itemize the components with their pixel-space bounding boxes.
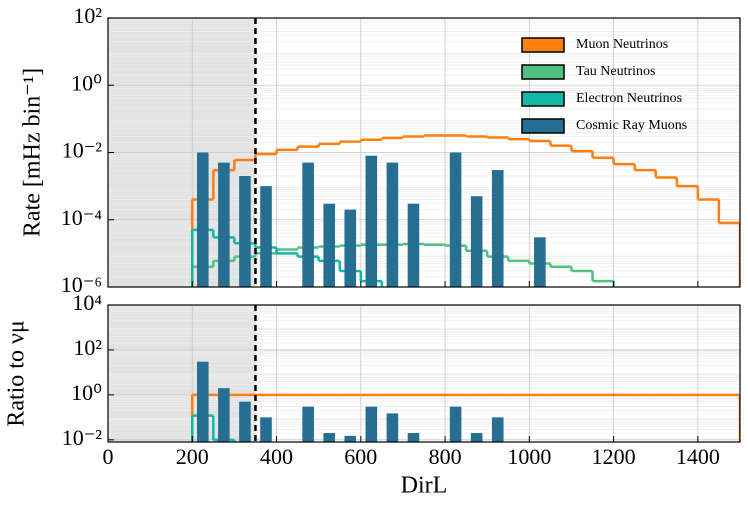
x-tick-label: 600 <box>344 444 377 469</box>
bar <box>260 186 272 287</box>
x-tick-label: 1400 <box>676 444 720 469</box>
legend-label: Electron Neutrinos <box>576 91 682 106</box>
y-axis-label: Ratio to νμ <box>4 320 30 426</box>
bar <box>344 435 357 442</box>
bar <box>197 152 209 287</box>
bar <box>470 433 483 442</box>
bar <box>534 237 546 287</box>
bar <box>344 209 357 287</box>
bar <box>260 417 272 442</box>
legend-label: Tau Neutrinos <box>576 64 656 79</box>
bar <box>491 170 504 287</box>
bar <box>449 152 462 287</box>
y-tick-label: 10⁰ <box>71 380 102 405</box>
x-tick-label: 1200 <box>592 444 636 469</box>
bar <box>365 155 378 287</box>
bar <box>386 162 399 287</box>
bar <box>365 406 378 442</box>
bar <box>407 433 420 442</box>
x-tick-label: 0 <box>103 444 114 469</box>
bar <box>386 413 399 442</box>
y-tick-label: 10⁻² <box>62 425 103 450</box>
y-tick-label: 10⁻² <box>62 138 103 163</box>
bar <box>491 417 504 442</box>
legend-label: Cosmic Ray Muons <box>576 118 687 133</box>
plot-area <box>108 305 740 442</box>
y-tick-label: 10⁰ <box>71 70 102 95</box>
legend-swatch <box>521 64 565 80</box>
y-tick-label: 10² <box>73 335 102 360</box>
y-tick-label: 10² <box>73 3 102 28</box>
y-tick-label: 10⁴ <box>72 290 102 315</box>
bar <box>218 162 230 287</box>
step-riser <box>191 135 740 287</box>
bar <box>323 203 335 287</box>
y-tick-label: 10⁻⁴ <box>61 205 103 230</box>
x-tick-label: 800 <box>429 444 462 469</box>
bar <box>470 196 483 287</box>
bar <box>449 406 462 442</box>
y-tick-label: 10⁻⁶ <box>61 272 102 297</box>
x-tick-label: 1000 <box>507 444 551 469</box>
legend-swatch <box>521 91 565 107</box>
x-tick-label: 400 <box>260 444 293 469</box>
legend-swatch <box>521 118 565 134</box>
y-axis-label: Rate [mHz bin⁻¹] <box>20 68 46 237</box>
bar <box>218 388 230 442</box>
bar <box>302 162 314 287</box>
bar <box>302 406 314 442</box>
bar <box>323 433 335 442</box>
legend-label: Muon Neutrinos <box>576 37 668 52</box>
bar <box>197 361 209 442</box>
bar <box>239 176 251 287</box>
step-riser <box>191 229 384 287</box>
bar <box>239 401 251 442</box>
x-tick-label: 200 <box>176 444 209 469</box>
legend-swatch <box>521 37 565 53</box>
x-axis-label: DirL <box>401 473 448 499</box>
plot-area <box>108 18 740 287</box>
frame <box>107 304 741 443</box>
bar <box>407 203 420 287</box>
